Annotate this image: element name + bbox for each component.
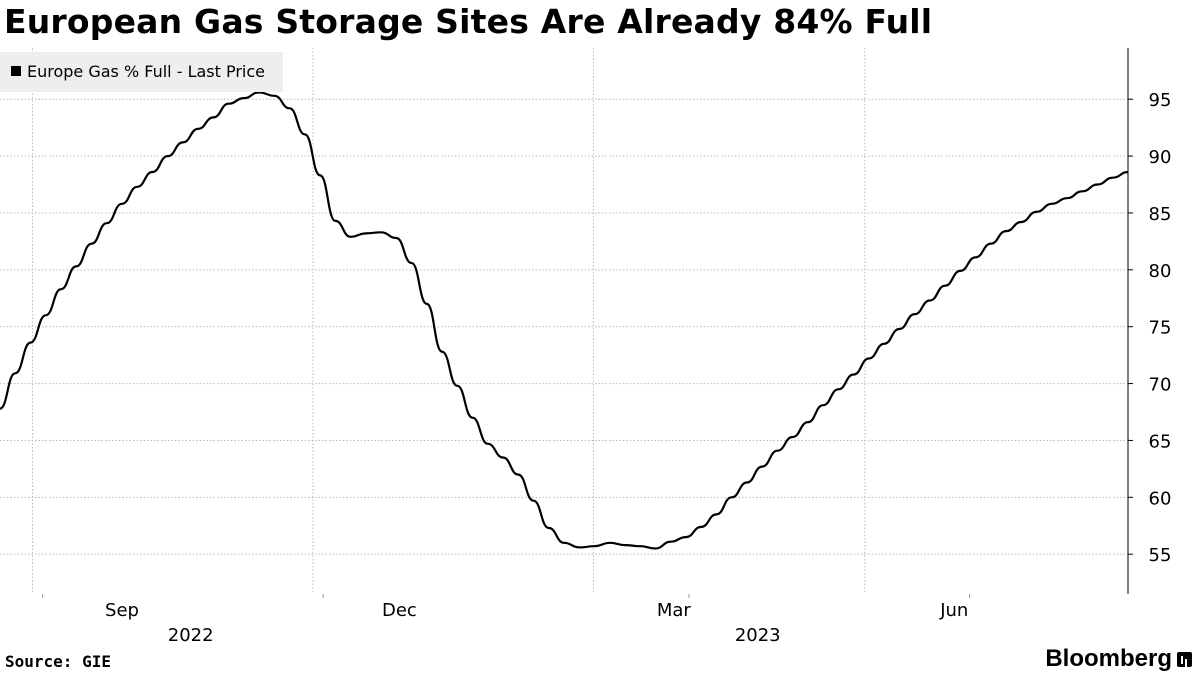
source-note: Source: GIE: [5, 652, 111, 671]
chart-title: European Gas Storage Sites Are Already 8…: [4, 2, 933, 41]
y-tick-label-90: 90: [1149, 147, 1172, 168]
y-tick-label-65: 65: [1149, 431, 1172, 452]
x-year-label-2023: 2023: [735, 625, 781, 646]
series-line-europe-gas: [0, 91, 1129, 550]
grid-lines: [0, 48, 1128, 594]
x-tick-label-jun: Jun: [939, 600, 968, 621]
brand-logo: Bloomberg: [1045, 645, 1192, 673]
legend-background: [0, 52, 283, 92]
x-tick-label-sep: Sep: [105, 600, 139, 621]
y-tick-label-80: 80: [1149, 261, 1172, 282]
legend-swatch: [11, 66, 21, 76]
y-tick-label-85: 85: [1149, 204, 1172, 225]
y-tick-label-75: 75: [1149, 318, 1172, 339]
x-tick-label-dec: Dec: [382, 600, 417, 621]
x-tick-label-mar: Mar: [657, 600, 692, 621]
x-year-label-2022: 2022: [168, 625, 214, 646]
y-axis: 55 60 65 70 75 80 85 90 95: [1127, 48, 1172, 594]
x-axis: Sep Dec Mar Jun 2022 2023: [42, 594, 970, 646]
legend-label: Europe Gas % Full - Last Price: [27, 62, 265, 81]
y-tick-label-60: 60: [1149, 488, 1172, 509]
y-tick-label-70: 70: [1149, 375, 1172, 396]
legend: Europe Gas % Full - Last Price: [0, 52, 283, 92]
y-tick-label-55: 55: [1149, 545, 1172, 566]
y-tick-label-95: 95: [1149, 90, 1172, 111]
brand-name: Bloomberg: [1045, 645, 1172, 672]
bloomberg-chart-icon: [1177, 651, 1192, 667]
